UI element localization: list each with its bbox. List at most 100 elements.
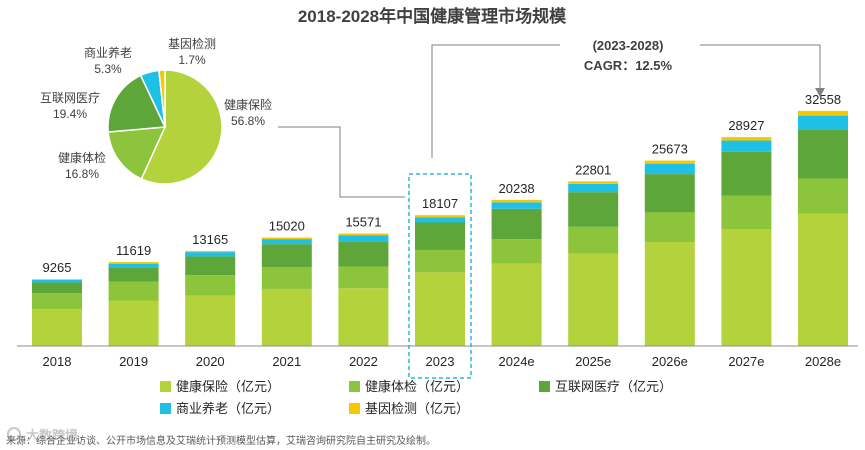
pie-label-name-0: 健康保险 [224,97,272,112]
bar-2019-series-2 [108,267,159,282]
bar-2025e-series-3 [568,183,619,193]
bar-2021-series-1 [261,267,312,289]
chart-title: 2018-2028年中国健康管理市场规模 [298,6,567,26]
bar-2024e-series-0 [491,263,542,346]
pie-label-name-2: 互联网医疗 [40,91,100,105]
cagr-line-left [431,44,560,158]
source-note: 来源：综合企业访谈、公开市场信息及艾瑞统计预测模型估算，艾瑞咨询研究院自主研究及… [6,434,436,447]
pie-label-name-3: 商业养老 [84,45,132,60]
legend-swatch-1 [349,381,360,392]
watermark-logo-icon [7,427,21,441]
bar-2027e-series-4 [721,137,772,141]
legend-label-4: 基因检测（亿元） [365,401,469,416]
bar-2025e-series-2 [568,192,619,227]
bar-2026e-series-4 [644,160,695,164]
bar-2019-series-3 [108,263,159,268]
cagr-period: (2023-2028) [593,38,664,53]
bar-2028e-series-2 [798,129,848,179]
bar-2022-series-3 [338,235,389,242]
bar-2023-series-0 [415,272,465,346]
legend-swatch-2 [539,381,550,392]
bar-2018-series-0 [32,309,82,346]
pie-label-pct-2: 19.4% [53,107,87,121]
pie-label-pct-4: 1.7% [178,53,206,67]
bar-2025e-series-1 [568,226,619,254]
total-label-2024e: 20238 [499,181,535,196]
legend-label-0: 健康保险（亿元） [176,379,280,394]
total-label-2023: 18107 [422,196,458,211]
bar-2019-series-4 [108,262,159,264]
pie-label-pct-3: 5.3% [94,62,122,76]
pie-label-pct-1: 16.8% [65,167,99,181]
bar-2026e-series-2 [644,174,695,213]
bar-2021-series-4 [261,237,312,240]
total-label-2027e: 28927 [728,118,764,133]
bar-2021-series-0 [261,288,312,346]
bar-2020-series-4 [185,250,236,253]
pie-connector-line [278,126,405,198]
x-tick-2027e: 2027e [728,354,764,369]
bar-2023-series-3 [415,217,465,223]
bar-2025e-series-4 [568,181,619,184]
bar-2018-series-3 [32,279,82,283]
watermark: 大数跨境 [26,428,78,443]
legend-swatch-4 [349,403,360,414]
x-tick-2018: 2018 [43,354,72,369]
legend-swatch-0 [160,381,171,392]
bar-2028e-series-3 [798,115,848,130]
bar-2023-series-2 [415,222,465,250]
highlight-2023-box [408,173,472,379]
bar-2024e-series-4 [491,199,542,203]
pie-slice-1 [107,126,167,180]
x-tick-2023: 2023 [426,354,455,369]
total-label-2019: 11619 [116,243,151,258]
x-tick-2022: 2022 [349,354,378,369]
bar-2028e-series-1 [798,178,848,214]
x-tick-2020: 2020 [196,354,225,369]
total-label-2022: 15571 [345,215,381,230]
legend-label-2: 互联网医疗（亿元） [555,379,672,394]
bar-2026e-series-1 [644,212,695,242]
bar-2023-series-4 [415,215,465,218]
pie-label-name-4: 基因检测 [168,36,216,51]
bar-2018-series-1 [32,293,82,310]
bar-2024e-series-3 [491,202,542,209]
pie-chart: 健康保险 56.8% 健康体检 16.8% 互联网医疗 19.4% 商业养老 5.3% 基因检测… [40,36,272,185]
bar-2022-series-4 [338,233,389,236]
bar-2022-series-0 [338,288,389,346]
bar-plot [32,110,848,346]
x-tick-2028e: 2028e [805,354,841,369]
bar-2027e-series-3 [721,140,772,152]
legend-swatch-3 [160,403,171,414]
bar-2021-series-3 [261,239,312,245]
pie-slice-0 [140,69,223,185]
total-label-2026e: 25673 [652,142,688,157]
legend: 健康保险（亿元） 健康体检（亿元） 互联网医疗（亿元） 商业养老（亿元） 基因检测（亿元… [160,379,672,416]
total-label-2018: 9265 [43,260,72,275]
legend-label-1: 健康体检（亿元） [365,379,469,394]
cagr-line-right [700,44,821,90]
bar-2020-series-1 [185,275,236,296]
x-tick-2021: 2021 [272,354,301,369]
cagr-value: CAGR：12.5% [584,58,673,73]
pie-label-name-1: 健康体检 [58,150,106,165]
pie-slice-2 [107,74,167,133]
pie-slice-4 [158,69,166,128]
bar-2027e-series-1 [721,195,772,229]
cagr-arrowhead [815,88,825,97]
bar-2022-series-2 [338,241,389,267]
total-label-2025e: 22801 [575,162,611,177]
bar-2022-series-1 [338,266,389,289]
bar-2018-series-2 [32,282,82,294]
pie-label-pct-0: 56.8% [231,114,265,128]
bar-2028e-series-4 [798,110,848,116]
total-label-2021: 15020 [269,219,305,234]
bar-2023-series-1 [415,249,465,273]
bar-2027e-series-0 [721,229,772,346]
bar-2024e-series-2 [491,208,542,240]
x-tick-2025e: 2025e [575,354,611,369]
bar-2020-series-3 [185,252,236,257]
total-labels: 9265 11619 13165 15020 15571 18107 20238 22801 2… [43,92,842,275]
bar-2026e-series-3 [644,163,695,175]
